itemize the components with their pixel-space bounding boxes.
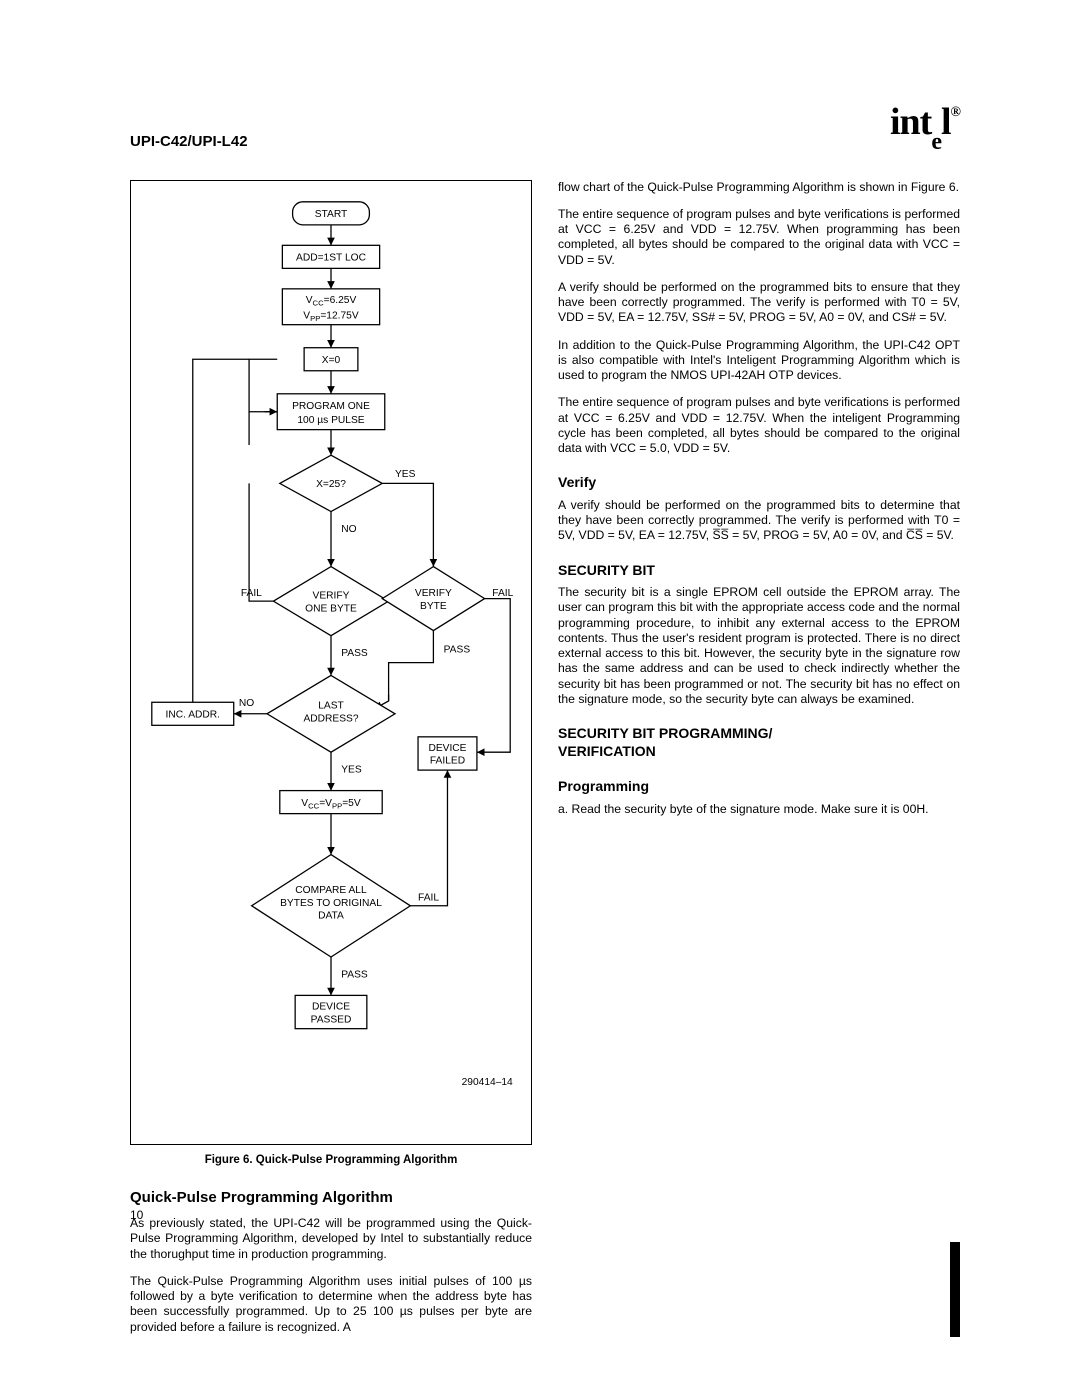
svg-text:DATA: DATA <box>318 910 344 921</box>
svg-text:FAIL: FAIL <box>241 588 262 599</box>
page: UPI-C42/UPI-L42 intel® .box { fill:#fff;… <box>0 0 1080 1397</box>
figure-caption: Figure 6. Quick-Pulse Programming Algori… <box>130 1153 532 1167</box>
flowchart-svg: .box { fill:#fff; stroke:#000; stroke-wi… <box>139 189 523 1136</box>
svg-text:NO: NO <box>341 524 356 535</box>
para-r8: a. Read the security byte of the signatu… <box>558 802 960 817</box>
svg-text:DEVICE: DEVICE <box>428 743 466 754</box>
svg-text:ADDRESS?: ADDRESS? <box>303 713 358 724</box>
para-r4: In addition to the Quick-Pulse Programmi… <box>558 338 960 384</box>
crop-mark <box>950 1242 960 1337</box>
two-column-layout: .box { fill:#fff; stroke:#000; stroke-wi… <box>130 180 960 1347</box>
para-qpa-1: As previously stated, the UPI-C42 will b… <box>130 1216 532 1262</box>
svg-text:COMPARE ALL: COMPARE ALL <box>295 885 367 896</box>
svg-text:FAILED: FAILED <box>430 755 465 766</box>
svg-text:VERIFY: VERIFY <box>313 590 350 601</box>
svg-text:YES: YES <box>341 764 362 775</box>
para-r7: The security bit is a single EPROM cell … <box>558 585 960 707</box>
product-code: UPI-C42/UPI-L42 <box>130 133 248 150</box>
svg-text:FAIL: FAIL <box>418 892 439 903</box>
para-r2: The entire sequence of program pulses an… <box>558 207 960 268</box>
page-header: UPI-C42/UPI-L42 intel® <box>130 100 960 150</box>
para-r3: A verify should be performed on the prog… <box>558 280 960 326</box>
page-number: 10 <box>130 1208 143 1222</box>
svg-text:PROGRAM ONE: PROGRAM ONE <box>292 401 370 412</box>
svg-text:PASS: PASS <box>444 644 471 655</box>
svg-text:YES: YES <box>395 469 416 480</box>
svg-text:100 µs PULSE: 100 µs PULSE <box>297 415 364 426</box>
svg-text:FAIL: FAIL <box>492 588 513 599</box>
left-column: .box { fill:#fff; stroke:#000; stroke-wi… <box>130 180 532 1347</box>
heading-security-bit: SECURITY BIT <box>558 562 960 580</box>
svg-text:PASSED: PASSED <box>311 1014 352 1025</box>
para-r1: flow chart of the Quick-Pulse Programmin… <box>558 180 960 195</box>
heading-programming: Programming <box>558 778 960 796</box>
node-add1st: ADD=1ST LOC <box>296 252 366 263</box>
svg-text:LAST: LAST <box>318 700 344 711</box>
node-start: START <box>315 209 348 220</box>
figure-6-flowchart: .box { fill:#fff; stroke:#000; stroke-wi… <box>130 180 532 1145</box>
svg-text:BYTE: BYTE <box>420 600 447 611</box>
heading-verify: Verify <box>558 474 960 492</box>
svg-text:ONE BYTE: ONE BYTE <box>305 603 357 614</box>
svg-text:BYTES TO ORIGINAL: BYTES TO ORIGINAL <box>280 897 382 908</box>
svg-text:PASS: PASS <box>341 648 368 659</box>
node-x25: X=25? <box>316 479 346 490</box>
svg-text:DEVICE: DEVICE <box>312 1001 350 1012</box>
node-x0: X=0 <box>322 355 341 366</box>
right-column: flow chart of the Quick-Pulse Programmin… <box>558 180 960 1347</box>
brand-logo: intel® <box>890 100 960 150</box>
node-incaddr: INC. ADDR. <box>166 709 221 720</box>
svg-text:NO: NO <box>239 698 254 709</box>
svg-text:PASS: PASS <box>341 969 368 980</box>
heading-security-prog: SECURITY BIT PROGRAMMING/ VERIFICATION <box>558 725 960 760</box>
svg-text:VERIFY: VERIFY <box>415 588 452 599</box>
para-qpa-2: The Quick-Pulse Programming Algorithm us… <box>130 1274 532 1335</box>
figure-id: 290414–14 <box>462 1077 513 1088</box>
heading-qpa: Quick-Pulse Programming Algorithm <box>130 1189 532 1208</box>
para-r6: A verify should be performed on the prog… <box>558 498 960 544</box>
para-r5: The entire sequence of program pulses an… <box>558 395 960 456</box>
